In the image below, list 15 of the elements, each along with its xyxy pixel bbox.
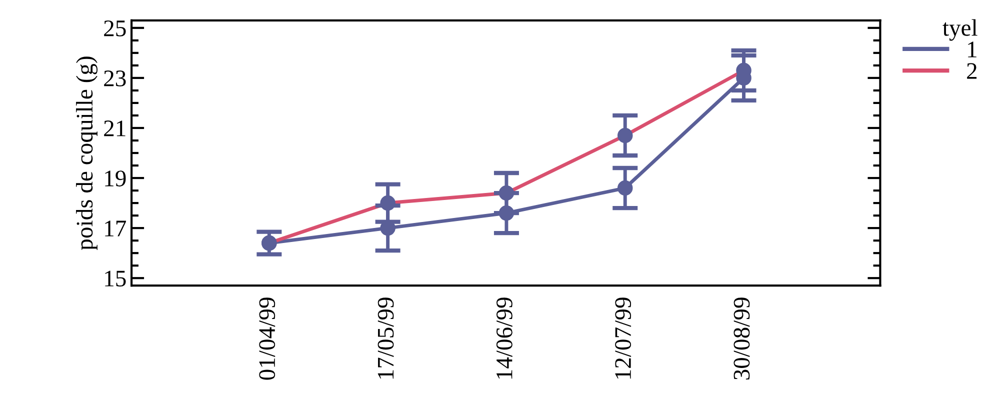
y-tick-label: 15: [105, 270, 126, 287]
x-tick-label: 01/04/99: [259, 298, 276, 380]
y-tick-label: 23: [104, 70, 126, 86]
legend-title: tyel: [942, 19, 978, 41]
legend-label: 2: [967, 63, 977, 79]
y-axis-title: poids de coquille (g): [76, 56, 98, 250]
x-tick-label: 30/08/99: [734, 298, 750, 380]
y-tick-label: 25: [104, 20, 126, 36]
x-tick-label: 17/05/99: [378, 298, 394, 379]
legend-label: 1: [968, 42, 976, 58]
y-tick-label: 21: [104, 120, 126, 136]
x-tick-label: 14/06/99: [496, 298, 512, 379]
x-tick-label: 12/07/99: [615, 298, 632, 379]
y-tick-label: 17: [105, 220, 126, 236]
y-tick-label: 19: [105, 170, 126, 186]
